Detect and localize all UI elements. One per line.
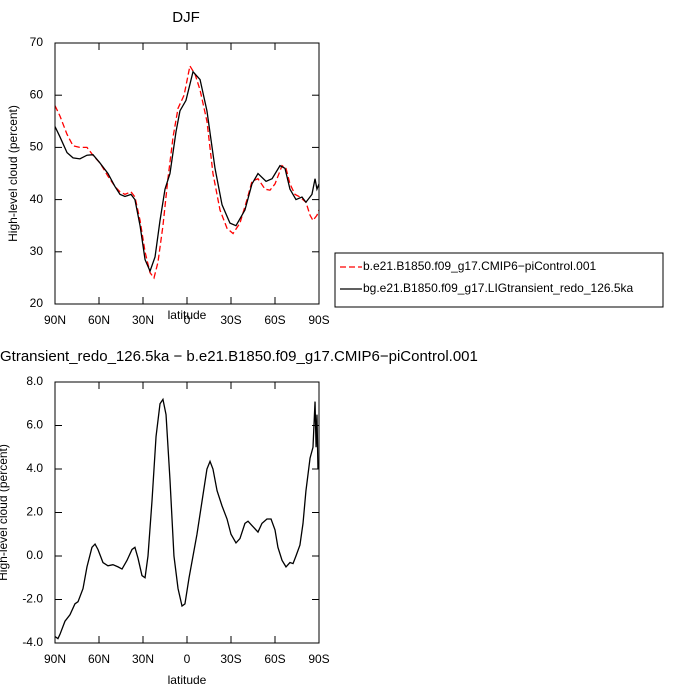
x-tick-label: 60N <box>88 313 110 327</box>
legend-box <box>334 252 664 308</box>
y-tick-label: 50 <box>30 140 44 154</box>
y-tick-label: 0.0 <box>26 548 43 562</box>
y-axis-label: High-level cloud (percent) <box>0 444 10 581</box>
x-tick-label: 60N <box>88 652 110 666</box>
legend-label: bg.e21.B1850.f09_g17.LIGtransient_redo_1… <box>363 281 634 295</box>
x-tick-label: 60S <box>264 313 285 327</box>
x-tick-label: 60S <box>264 652 285 666</box>
series-line <box>55 64 319 280</box>
x-axis-label: latitude <box>168 308 207 322</box>
y-axis-label: High-level cloud (percent) <box>6 105 20 242</box>
plot-frame <box>54 42 320 305</box>
series-line <box>55 70 319 273</box>
y-tick-label: 20 <box>30 296 44 310</box>
legend-label: b.e21.B1850.f09_g17.CMIP6−piControl.001 <box>363 259 596 273</box>
x-tick-label: 30S <box>220 313 241 327</box>
y-tick-label: -4.0 <box>22 635 43 649</box>
y-tick-label: 30 <box>30 244 44 258</box>
y-tick-label: 70 <box>30 35 44 49</box>
x-tick-label: 90S <box>308 313 329 327</box>
y-tick-label: 60 <box>30 87 44 101</box>
chart-title: Gtransient_redo_126.5ka − b.e21.B1850.f0… <box>0 348 478 365</box>
x-tick-label: 90N <box>44 313 66 327</box>
y-tick-label: -2.0 <box>22 592 43 606</box>
y-tick-label: 4.0 <box>26 461 43 475</box>
x-axis-label: latitude <box>168 673 207 687</box>
x-tick-label: 30N <box>132 313 154 327</box>
x-tick-label: 30S <box>220 652 241 666</box>
x-tick-label: 90S <box>308 652 329 666</box>
y-tick-label: 40 <box>30 192 44 206</box>
chart-title: DJF <box>172 9 200 26</box>
x-tick-label: 0 <box>184 652 191 666</box>
y-tick-label: 8.0 <box>26 374 43 388</box>
x-tick-label: 0 <box>184 313 191 327</box>
y-tick-label: 6.0 <box>26 418 43 432</box>
x-tick-label: 90N <box>44 652 66 666</box>
series-line <box>55 397 319 640</box>
plot-frame <box>54 381 320 644</box>
x-tick-label: 30N <box>132 652 154 666</box>
y-tick-label: 2.0 <box>26 505 43 519</box>
